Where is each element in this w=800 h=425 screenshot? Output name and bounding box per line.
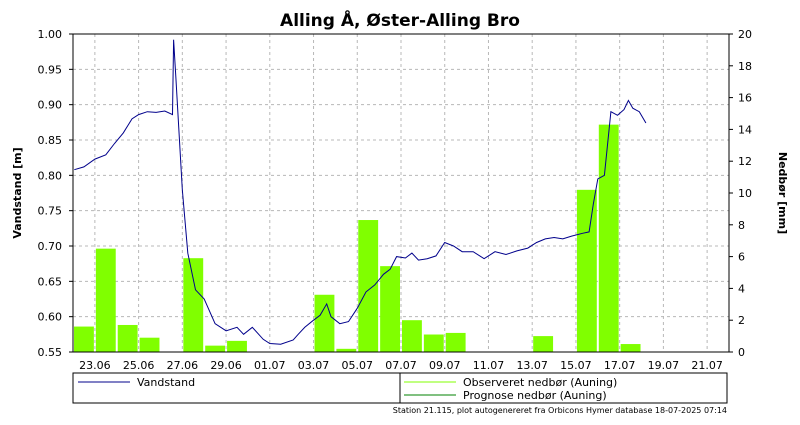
y-tick-label: 0.90 [38, 99, 63, 112]
y-tick-labels: 1.00 0.95 0.90 0.85 0.80 0.75 0.70 0.65 0.60 0.55 [38, 28, 73, 359]
y2-tick-label: 0 [738, 346, 745, 359]
precip-bar [533, 336, 554, 352]
x-tick-label: 11.07 [473, 359, 505, 372]
x-tick-label: 07.07 [385, 359, 417, 372]
precip-bar [183, 258, 204, 352]
y2-tick-label: 6 [738, 251, 745, 264]
x-tick-label: 13.07 [516, 359, 548, 372]
y2-tick-label: 2 [738, 314, 745, 327]
precip-bar [358, 220, 379, 352]
x-tick-label: 19.07 [648, 359, 680, 372]
precip-bar [227, 340, 247, 352]
y-tick-label: 0.65 [38, 275, 63, 288]
precip-bar [74, 326, 94, 352]
y-tick-label: 0.80 [38, 169, 63, 182]
y2-tick-label: 10 [738, 187, 752, 200]
precip-bar [95, 248, 116, 352]
precip-bar [576, 189, 597, 352]
x-tick-label: 23.06 [79, 359, 111, 372]
x-tick-label: 05.07 [342, 359, 374, 372]
precip-bar [598, 124, 619, 352]
y2-tick-label: 16 [738, 92, 752, 105]
precip-bars [74, 124, 641, 352]
y2-tick-label: 14 [738, 123, 752, 136]
y-tick-label: 0.55 [38, 346, 63, 359]
x-tick-label: 21.07 [691, 359, 723, 372]
x-tick-label: 15.07 [560, 359, 592, 372]
legend-label-vandstand: Vandstand [137, 376, 195, 389]
y-axis-label: Vandstand [m] [11, 147, 24, 238]
precip-bar [402, 320, 422, 352]
precip-bar [423, 334, 444, 352]
precip-bar [620, 344, 641, 352]
y2-tick-label: 12 [738, 155, 752, 168]
legend-label-prognose: Prognose nedbør (Auning) [463, 389, 607, 402]
y-tick-label: 0.95 [38, 63, 63, 76]
legend-label-observeret: Observeret nedbør (Auning) [463, 376, 617, 389]
y2-tick-label: 20 [738, 28, 752, 41]
y-tick-label: 0.60 [38, 311, 63, 324]
x-tick-label: 01.07 [254, 359, 286, 372]
grid [73, 33, 729, 353]
x-tick-label: 03.07 [298, 359, 330, 372]
chart-title: Alling Å, Øster-Alling Bro [280, 8, 520, 31]
precip-bar [205, 345, 226, 352]
precip-bar [314, 294, 335, 352]
y-tick-label: 0.70 [38, 240, 63, 253]
x-tick-label: 29.06 [210, 359, 242, 372]
precip-bar [336, 348, 357, 352]
x-tick-label: 09.07 [429, 359, 461, 372]
y2-tick-label: 8 [738, 219, 745, 232]
x-tick-label: 17.07 [604, 359, 636, 372]
y-tick-label: 1.00 [38, 28, 63, 41]
vandstand-line [74, 39, 647, 345]
legend: Vandstand Observeret nedbør (Auning) Pro… [72, 372, 728, 404]
y2-tick-label: 18 [738, 60, 752, 73]
precip-bar [380, 266, 400, 352]
water-level-line-group [74, 39, 647, 345]
y-tick-label: 0.85 [38, 134, 63, 147]
precip-bar [117, 324, 138, 352]
footer-note: Station 21.115, plot autogenereret fra O… [393, 406, 727, 415]
x-tick-label: 25.06 [123, 359, 155, 372]
y-tick-label: 0.75 [38, 205, 63, 218]
precip-bar [445, 332, 466, 352]
y2-tick-label: 4 [738, 282, 745, 295]
precip-bar [139, 337, 160, 352]
x-tick-labels: 23.06 25.06 27.06 29.06 01.07 03.07 05.07 07.07… [79, 359, 723, 372]
x-tick-label: 27.06 [167, 359, 199, 372]
y2-axis-label: Nedbør [mm] [776, 152, 789, 234]
